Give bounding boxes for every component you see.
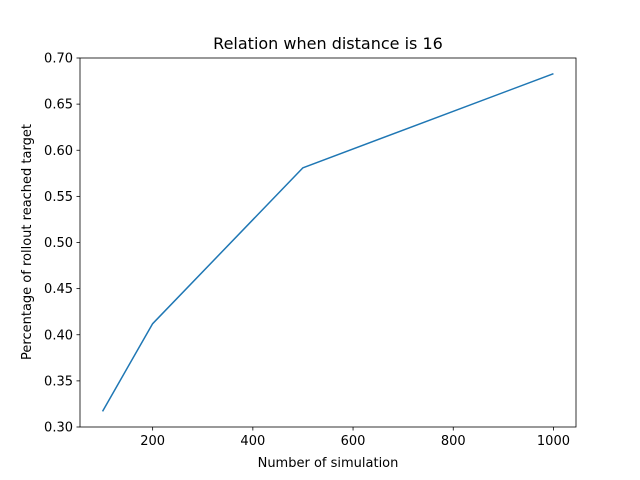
y-tick-label: 0.60 [44,144,73,159]
y-axis: 0.30 0.35 0.40 0.45 0.50 0.55 0.60 0.65 0.70 [44,52,80,436]
y-tick-label: 0.35 [44,374,73,389]
y-tick-label: 0.65 [44,98,73,113]
x-tick-label: 800 [441,434,466,449]
x-tick-label: 1000 [537,434,570,449]
plot-area [79,57,577,428]
y-tick-label: 0.50 [44,236,73,251]
y-tick-label: 0.55 [44,190,73,205]
y-axis-label: Percentage of rollout reached target [20,124,35,360]
x-tick-label: 600 [341,434,366,449]
chart-title: Relation when distance is 16 [213,34,443,53]
plot-frame [79,57,577,428]
y-tick-label: 0.70 [44,52,73,67]
x-tick-label: 400 [240,434,265,449]
series-line [101,72,554,412]
y-tick-label: 0.30 [44,421,73,436]
x-axis-label: Number of simulation [258,456,399,471]
x-axis: 200 400 600 800 1000 [140,427,570,449]
x-tick-label: 200 [140,434,165,449]
y-tick-label: 0.45 [44,282,73,297]
y-tick-label: 0.40 [44,328,73,343]
